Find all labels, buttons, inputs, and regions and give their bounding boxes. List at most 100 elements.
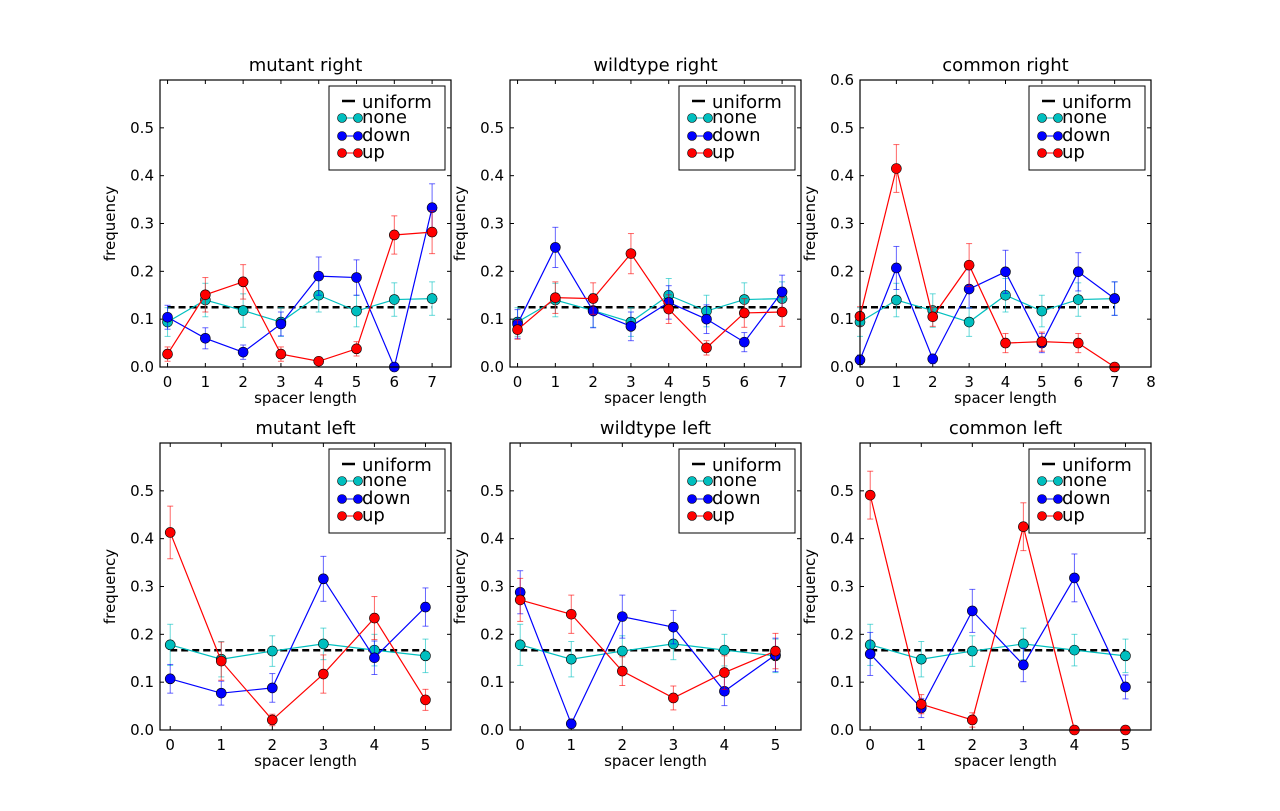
data-point	[318, 638, 329, 650]
legend-marker	[353, 113, 363, 123]
data-point	[200, 332, 211, 344]
series-line	[169, 532, 426, 721]
x-tick-label: 5	[702, 373, 712, 391]
legend-label: none	[712, 470, 757, 491]
y-tick-label: 0.1	[830, 310, 854, 328]
data-point	[215, 687, 227, 699]
series-up	[512, 233, 788, 356]
y-tick-label: 0.3	[480, 215, 504, 233]
y-axis-label: frequency	[101, 186, 119, 261]
data-point	[420, 650, 431, 662]
data-point	[1036, 336, 1048, 347]
x-tick-label: 4	[314, 373, 324, 391]
data-point	[967, 645, 978, 657]
legend-marker	[1053, 113, 1063, 123]
axes-frame	[509, 79, 802, 368]
data-point	[1018, 638, 1029, 650]
data-point	[963, 259, 975, 271]
legend-marker	[353, 148, 363, 158]
x-axis-label: spacer length	[254, 389, 357, 407]
axes-frame	[159, 79, 452, 368]
legend-label: up	[1062, 142, 1085, 163]
x-tick-label: 3	[964, 373, 974, 391]
legend-label: none	[362, 470, 407, 491]
x-tick-label: 5	[1037, 373, 1047, 391]
legend-label: none	[1062, 470, 1107, 491]
legend-marker	[703, 511, 713, 521]
data-point	[550, 292, 561, 303]
x-tick-label: 0	[855, 373, 865, 391]
x-tick-label: 3	[276, 373, 286, 391]
legend-marker	[1037, 148, 1047, 158]
data-point	[565, 718, 577, 730]
y-tick-label: 0.0	[130, 358, 154, 376]
data-point	[701, 313, 712, 325]
data-point	[617, 665, 628, 677]
data-point	[617, 645, 628, 657]
x-tick-label: 3	[1019, 736, 1029, 754]
x-axis-label: spacer length	[954, 752, 1057, 770]
legend-label: up	[362, 505, 385, 526]
subplot-common-right: 0.0 0.1 0.2 0.3 0.4 0.5 0.6 0 1 2 3 4 5 6 7 8 spacer len…	[801, 55, 1156, 407]
axes-frame	[859, 79, 1152, 368]
data-point	[420, 601, 431, 613]
data-point	[162, 311, 173, 323]
y-tick-label: 0.5	[480, 482, 504, 500]
data-point	[565, 653, 577, 665]
data-point	[776, 306, 788, 318]
subplot-common-left: 0.0 0.1 0.2 0.3 0.4 0.5 0 1 2 3 4 5 spacer length fre…	[801, 418, 1152, 770]
legend-label: none	[1062, 107, 1107, 128]
series-line	[859, 266, 1115, 361]
legend-label: uniform	[712, 455, 782, 476]
legend-marker	[1037, 113, 1047, 123]
data-point	[1072, 266, 1084, 278]
data-point	[1018, 521, 1029, 533]
data-point	[237, 305, 249, 316]
data-point	[625, 321, 637, 332]
y-tick-label: 0.4	[130, 167, 154, 185]
x-axis-label: spacer length	[604, 389, 707, 407]
x-tick-label: 7	[427, 373, 437, 391]
y-tick-label: 0.3	[830, 215, 854, 233]
subplot-title: wildtype left	[600, 418, 711, 439]
legend-marker	[703, 476, 713, 486]
legend-marker	[687, 494, 697, 504]
x-axis-label: spacer length	[604, 752, 707, 770]
x-tick-label: 1	[916, 736, 926, 754]
series-line	[869, 576, 1127, 710]
y-tick-label: 0.2	[480, 625, 504, 643]
data-point	[927, 311, 939, 323]
data-point	[512, 324, 523, 335]
data-point	[739, 307, 750, 319]
y-tick-label: 0.4	[480, 167, 504, 185]
x-tick-label: 0	[515, 736, 525, 754]
data-point	[1036, 305, 1048, 317]
data-point	[164, 639, 176, 651]
legend-marker	[703, 494, 713, 504]
legend-label: uniform	[1062, 455, 1132, 476]
data-point	[587, 293, 599, 304]
data-point	[864, 489, 876, 501]
data-point	[267, 714, 278, 726]
y-tick-label: 0.1	[830, 673, 854, 691]
x-tick-label: 2	[618, 736, 628, 754]
legend-label: uniform	[1062, 92, 1132, 113]
x-tick-label: 4	[664, 373, 674, 391]
data-point	[267, 645, 278, 657]
series-line	[167, 231, 433, 362]
y-tick-label: 0.0	[130, 721, 154, 739]
legend-marker	[337, 131, 347, 141]
y-tick-label: 0.4	[130, 530, 154, 548]
data-point	[164, 527, 176, 538]
legend-label: up	[1062, 505, 1085, 526]
legend-marker	[337, 148, 347, 158]
subplot-mutant-left: 0.0 0.1 0.2 0.3 0.4 0.5 0 1 2 3 4 5 spacer length fre…	[101, 418, 452, 770]
x-tick-label: 4	[1001, 373, 1011, 391]
data-point	[389, 229, 400, 241]
y-tick-label: 0.1	[130, 673, 154, 691]
